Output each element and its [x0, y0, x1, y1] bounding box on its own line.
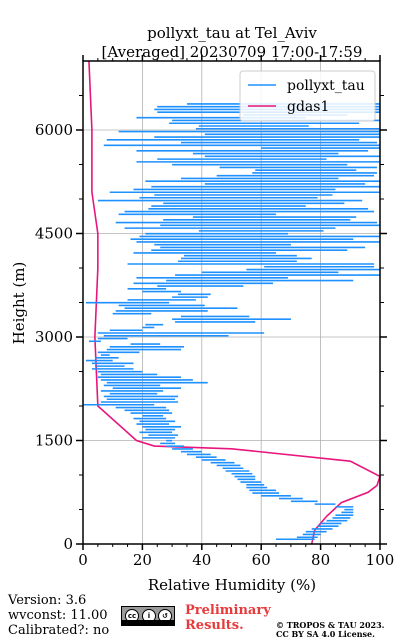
y-tick-label: 4500 [35, 225, 73, 243]
preliminary-text-line1: Preliminary [185, 603, 271, 618]
pollyxt-tau-layer [83, 103, 380, 541]
x-tick-label: 20 [133, 551, 152, 569]
x-tick-label: 60 [252, 551, 271, 569]
legend-box [239, 70, 376, 122]
legend-label-pollyxt-tau: pollyxt_tau [287, 78, 365, 94]
gdas1-line [88, 60, 381, 545]
gdas1-layer [88, 60, 381, 545]
legend-label-gdas1: gdas1 [287, 99, 329, 115]
x-tick-label: 100 [366, 551, 395, 569]
chart-title-line2: [Averaged] 20230709 17:00-17:59 [102, 43, 363, 61]
y-tick-label: 0 [63, 535, 73, 553]
x-tick-label: 80 [311, 551, 330, 569]
copyright-line1: © TROPOS & TAU 2023. [276, 620, 385, 630]
preliminary-text-line2: Results. [185, 618, 244, 633]
axis-ticks: 0 20 40 60 80 100 0 1500 3000 4500 6000 [35, 55, 395, 569]
calibrated-text: Calibrated?: no [8, 623, 110, 638]
x-tick-label: 0 [78, 551, 88, 569]
legend: pollyxt_tau gdas1 [239, 70, 376, 122]
x-tick-label: 40 [192, 551, 211, 569]
y-tick-label: 6000 [35, 121, 73, 139]
y-axis-label: Height (m) [10, 262, 28, 345]
y-tick-label: 1500 [35, 432, 73, 450]
cc-by-sa-icon: cc i ↺ [121, 606, 175, 626]
wvconst-text: wvconst: 11.00 [8, 608, 108, 623]
chart-title-line1: pollyxt_tau at Tel_Aviv [147, 24, 317, 42]
version-text: Version: 3.6 [8, 593, 87, 608]
humidity-profile-chart: pollyxt_tau at Tel_Aviv [Averaged] 20230… [10, 24, 395, 594]
y-tick-label: 3000 [35, 328, 73, 346]
copyright-line2: CC BY SA 4.0 License. [276, 629, 375, 639]
x-axis-label: Relative Humidity (%) [148, 576, 316, 594]
